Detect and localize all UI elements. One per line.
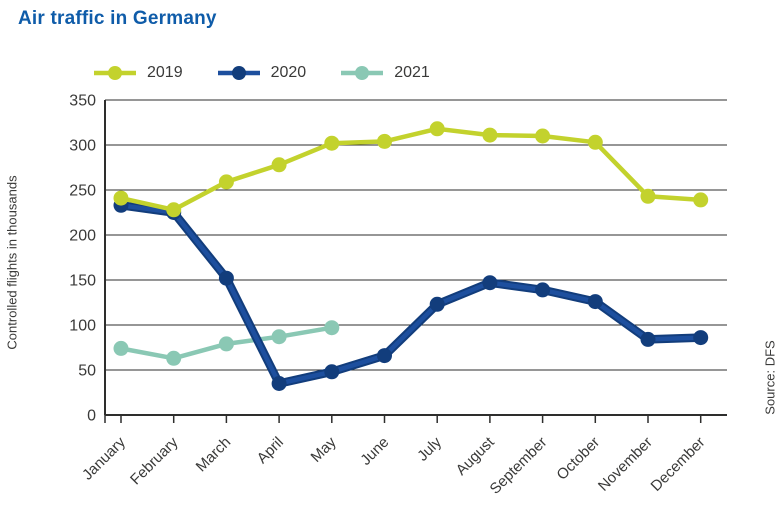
data-point-2020-july [429, 296, 445, 312]
x-tick-label-september: September [487, 434, 551, 498]
data-point-2021-march [218, 336, 234, 352]
data-point-2020-april [271, 376, 287, 391]
x-tick-label-april: April [254, 434, 287, 467]
data-point-2019-may [324, 135, 340, 151]
y-tick-label-300: 300 [69, 138, 96, 155]
series-line-outline-2020 [116, 201, 705, 388]
data-point-2019-february [166, 202, 182, 218]
source-label: Source: DFS [762, 340, 778, 415]
series-line-2020 [118, 203, 703, 386]
y-tick-label-50: 50 [78, 363, 96, 380]
legend-label-2021: 2021 [394, 64, 430, 81]
data-point-2020-september [535, 282, 551, 298]
y-axis-title: Controlled flights in thousands [4, 175, 20, 350]
legend-marker-2019 [93, 63, 137, 83]
data-point-2021-april [271, 329, 287, 345]
x-tick-label-may: May [308, 433, 340, 465]
legend-item-2020: 2020 [217, 63, 307, 83]
x-tick-label-december: December [648, 434, 709, 495]
legend-marker-2021 [340, 63, 384, 83]
x-tick-label-november: November [595, 434, 656, 495]
data-point-2020-november [640, 331, 656, 347]
x-tick-label-january: January [79, 433, 129, 483]
y-tick-label-200: 200 [69, 228, 96, 245]
data-point-2020-august [482, 275, 498, 291]
data-point-2021-february [166, 350, 182, 366]
y-tick-label-250: 250 [69, 183, 96, 200]
data-point-2020-june [377, 348, 392, 364]
data-point-2019-december [693, 192, 709, 208]
chart-legend: 2019 2020 2021 [93, 63, 464, 83]
data-point-2019-april [271, 157, 287, 173]
data-point-2019-july [429, 121, 445, 137]
legend-marker-glyph-2020 [217, 66, 260, 80]
data-point-2021-january [113, 340, 129, 356]
legend-label-2020: 2020 [270, 64, 307, 81]
y-tick-label-0: 0 [87, 408, 96, 425]
data-point-2019-june [377, 133, 392, 149]
x-tick-label-october: October [553, 434, 603, 484]
y-tick-label-350: 350 [69, 93, 96, 110]
data-point-2020-march [218, 270, 234, 286]
data-point-2021-may [324, 320, 340, 336]
data-point-2020-december [693, 330, 709, 346]
x-tick-label-march: March [193, 434, 234, 475]
data-point-2019-september [535, 128, 551, 144]
y-tick-label-150: 150 [69, 273, 96, 290]
data-point-2019-march [218, 174, 234, 190]
x-tick-label-february: February [127, 433, 182, 488]
data-point-2019-january [113, 190, 129, 206]
data-point-2020-may [324, 364, 340, 380]
data-point-2020-october [587, 294, 603, 310]
data-point-2019-august [482, 127, 498, 143]
legend-label-2019: 2019 [147, 64, 183, 81]
x-tick-label-june: June [357, 434, 392, 469]
x-tick-label-august: August [453, 433, 499, 479]
chart-title: Air traffic in Germany [18, 8, 217, 29]
x-tick-label-july: July [414, 433, 445, 464]
legend-marker-glyph-2019 [94, 66, 136, 80]
data-point-2019-october [587, 134, 603, 150]
y-tick-label-100: 100 [69, 318, 96, 335]
legend-marker-glyph-2021 [341, 66, 384, 80]
legend-item-2019: 2019 [93, 63, 183, 83]
legend-marker-2020 [217, 63, 261, 83]
data-point-2019-november [640, 188, 656, 204]
series-line-2019 [118, 126, 703, 213]
legend-item-2021: 2021 [340, 63, 430, 83]
